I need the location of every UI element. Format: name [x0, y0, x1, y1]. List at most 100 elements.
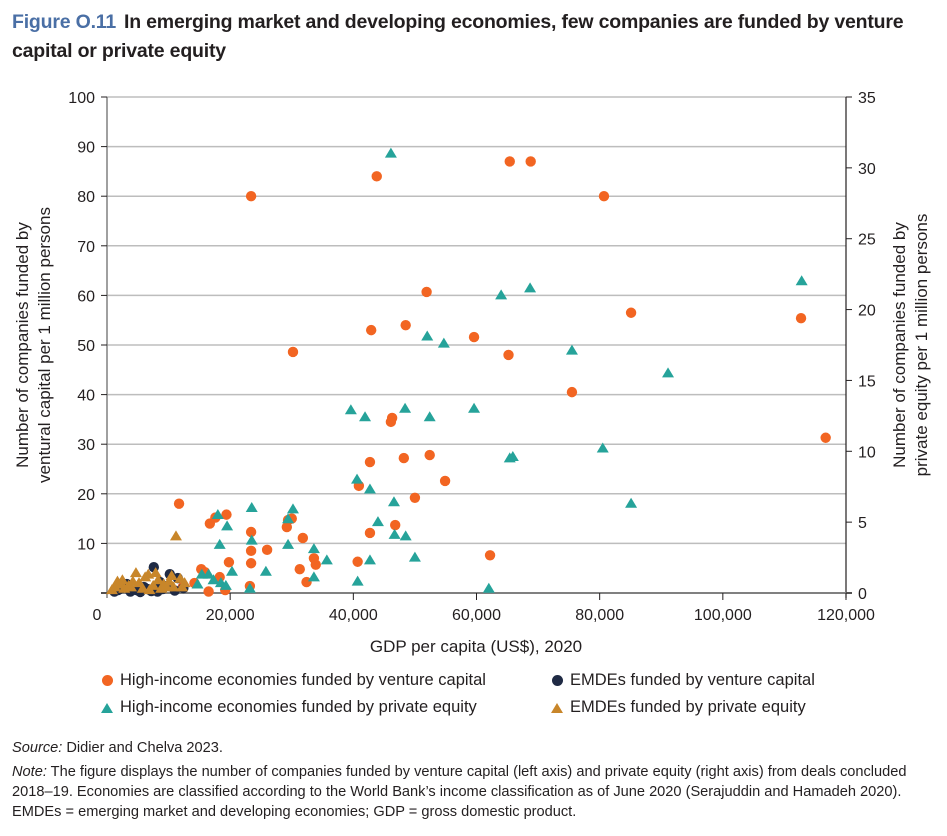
data-point-circle [625, 307, 637, 318]
data-point-triangle [169, 530, 182, 541]
data-point-circle [566, 386, 578, 398]
tick-labels: 10 20 30 40 50 60 70 80 90 100 0 5 10 15 20 25 30 35 0 20,0… [68, 90, 876, 624]
x-tick-label: 0 [93, 607, 102, 624]
data-point-circle [525, 156, 536, 167]
legend-triangle-marker [101, 702, 113, 713]
data-point-triangle [176, 581, 189, 592]
legend-triangle-marker [551, 702, 563, 713]
data-point-triangle [307, 543, 320, 554]
data-point-triangle [399, 402, 412, 413]
data-point-triangle [408, 551, 421, 562]
data-point-circle [245, 526, 257, 538]
scatter-chart: 10 20 30 40 50 60 70 80 90 100 0 5 10 15 20 25 30 35 0 20,0… [13, 90, 931, 656]
series-2 [191, 147, 808, 593]
data-point-triangle [387, 496, 400, 507]
y2-axis-title-line-2: private equity per 1 million persons [912, 214, 931, 477]
data-point-circle [245, 545, 257, 557]
data-point-triangle [165, 569, 178, 580]
data-point-circle [364, 527, 376, 539]
data-point-triangle [125, 581, 138, 592]
y2-tick-label: 5 [858, 515, 867, 532]
data-point-circle [352, 556, 363, 567]
data-point-triangle [503, 452, 516, 463]
legend-label: EMDEs funded by private equity [570, 698, 806, 716]
data-point-triangle [221, 520, 234, 531]
data-point-triangle [399, 530, 412, 541]
data-point-triangle [524, 282, 537, 293]
y-tick-label: 50 [77, 338, 95, 355]
data-point-circle [439, 475, 451, 487]
data-point-circle [503, 349, 514, 361]
figure-notes: Source: Didier and Chelva 2023. Note: Th… [12, 738, 937, 826]
source-note: Source: Didier and Chelva 2023. [12, 740, 223, 756]
data-point-circle [820, 432, 831, 443]
data-point-triangle [116, 574, 129, 585]
data-point-circle [468, 331, 480, 343]
legend-item-emde-pe: EMDEs funded by private equity [550, 694, 806, 721]
x-axis-title: GDP per capita (US$), 2020 [370, 637, 582, 656]
data-point-triangle [219, 579, 232, 590]
data-point-triangle [344, 404, 357, 415]
data-point-triangle [243, 582, 256, 593]
data-point-circle [294, 563, 305, 575]
figure-number: Figure O.11 [12, 11, 117, 33]
x-tick-label: 120,000 [817, 607, 875, 624]
data-point-triangle [596, 442, 609, 453]
data-point-triangle [245, 501, 258, 512]
data-point-triangle [149, 567, 162, 578]
data-point-triangle [202, 568, 215, 579]
data-point-triangle [495, 289, 508, 300]
chart-legend: High-income economies funded by venture … [100, 667, 825, 721]
data-point-triangle [143, 584, 156, 595]
y-tick-label: 90 [77, 140, 95, 157]
data-point-circle [221, 509, 232, 520]
legend-item-hi-vc: High-income economies funded by venture … [100, 667, 540, 694]
data-point-triangle [388, 528, 401, 539]
y-tick-label: 10 [77, 536, 95, 553]
y2-tick-label: 10 [858, 444, 876, 461]
legend-item-hi-pe: High-income economies funded by private … [100, 694, 540, 721]
data-point-circle [409, 492, 421, 503]
data-point-triangle [795, 275, 808, 286]
x-tick-label: 60,000 [452, 607, 501, 624]
data-point-triangle [423, 411, 436, 422]
data-point-triangle [384, 147, 397, 158]
y-axis-title-line-1: Number of companies funded by [13, 222, 32, 468]
data-point-circle [398, 452, 410, 464]
data-point-circle [261, 544, 273, 556]
data-point-circle [484, 550, 496, 561]
y-tick-label: 20 [77, 487, 95, 504]
data-point-triangle [359, 411, 372, 422]
data-point-circle [308, 553, 320, 564]
data-point-triangle [363, 483, 376, 494]
legend-circle-marker [101, 675, 113, 686]
y2-tick-label: 35 [858, 90, 876, 107]
series-0 [173, 156, 831, 597]
data-point-circle [223, 557, 235, 568]
y-axis-title-line-2: ventural capital per 1 million persons [35, 207, 54, 483]
data-point-circle [365, 324, 377, 336]
data-point-triangle [351, 473, 364, 484]
data-point-circle [598, 191, 610, 202]
y2-tick-label: 25 [858, 232, 876, 249]
data-point-circle [504, 156, 515, 167]
data-point-circle [385, 416, 397, 428]
x-tick-label: 40,000 [329, 607, 378, 624]
x-tick-label: 100,000 [694, 607, 752, 624]
data-point-triangle [307, 571, 320, 582]
y-tick-label: 40 [77, 388, 95, 405]
data-point-triangle [565, 344, 578, 355]
data-point-triangle [207, 574, 220, 585]
data-point-triangle [421, 330, 434, 341]
data-point-circle [173, 498, 185, 509]
y-tick-label: 80 [77, 189, 95, 206]
data-point-triangle [286, 503, 299, 514]
y2-tick-label: 0 [858, 586, 867, 603]
data-point-triangle [371, 516, 384, 527]
legend-label: EMDEs funded by venture capital [570, 671, 815, 689]
x-tick-label: 80,000 [575, 607, 624, 624]
data-points [105, 147, 831, 598]
y2-tick-label: 30 [858, 161, 876, 178]
gridlines [107, 96, 846, 545]
data-point-circle [203, 586, 214, 597]
